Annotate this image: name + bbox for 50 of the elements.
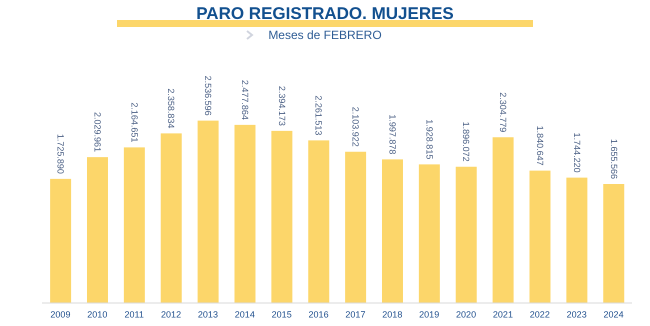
x-tick-label: 2015 bbox=[272, 309, 292, 320]
bar bbox=[86, 157, 108, 303]
data-label: 2.029.961 bbox=[92, 112, 102, 152]
x-tick-label: 2022 bbox=[530, 309, 550, 320]
data-label: 1.928.815 bbox=[424, 119, 434, 160]
bar bbox=[271, 130, 292, 303]
bar bbox=[345, 152, 366, 303]
bar bbox=[492, 137, 514, 303]
bar bbox=[603, 184, 624, 303]
bar bbox=[456, 166, 477, 303]
data-label: 2.164.651 bbox=[129, 102, 140, 142]
x-tick-label: 2012 bbox=[161, 309, 182, 320]
bar bbox=[382, 159, 403, 303]
data-label: 1.896.072 bbox=[461, 122, 472, 162]
x-tick-label: 2024 bbox=[604, 309, 624, 320]
bar bbox=[566, 178, 588, 303]
bar bbox=[160, 133, 182, 303]
bar bbox=[234, 124, 256, 303]
data-label: 1.655.566 bbox=[608, 138, 619, 179]
data-label: 2.536.596 bbox=[203, 76, 214, 116]
data-label: 2.304.779 bbox=[498, 92, 508, 132]
x-tick-label: 2016 bbox=[308, 309, 329, 320]
x-tick-label: 2011 bbox=[124, 309, 144, 320]
bar bbox=[418, 164, 440, 303]
x-tick-label: 2019 bbox=[419, 309, 440, 320]
data-label: 1.840.647 bbox=[534, 126, 545, 166]
chart-subtitle: Meses de FEBRERO bbox=[267, 28, 383, 42]
chart-title: PARO REGISTRADO. MUJERES bbox=[195, 4, 455, 24]
bar bbox=[50, 178, 72, 303]
x-tick-label: 2010 bbox=[87, 309, 108, 320]
data-label: 2.103.922 bbox=[350, 106, 361, 147]
x-tick-label: 2017 bbox=[345, 309, 366, 320]
x-tick-label: 2018 bbox=[382, 309, 402, 320]
x-tick-label: 2023 bbox=[566, 309, 587, 320]
data-label: 2.261.513 bbox=[314, 95, 324, 136]
data-label: 2.477.864 bbox=[240, 80, 250, 120]
x-tick-label: 2009 bbox=[50, 309, 70, 320]
bar bbox=[529, 170, 550, 303]
data-label: 1.997.878 bbox=[387, 114, 398, 154]
bar bbox=[198, 120, 219, 303]
bar bbox=[124, 147, 145, 303]
data-label: 2.358.834 bbox=[166, 88, 176, 128]
bar bbox=[308, 140, 330, 303]
x-tick-label: 2014 bbox=[234, 309, 255, 320]
data-label: 1.725.890 bbox=[56, 134, 66, 174]
x-tick-label: 2013 bbox=[198, 309, 218, 320]
x-tick-label: 2021 bbox=[492, 309, 513, 320]
x-tick-label: 2020 bbox=[456, 309, 476, 320]
data-label: 1.744.220 bbox=[572, 132, 582, 173]
data-label: 2.394.173 bbox=[276, 86, 287, 126]
